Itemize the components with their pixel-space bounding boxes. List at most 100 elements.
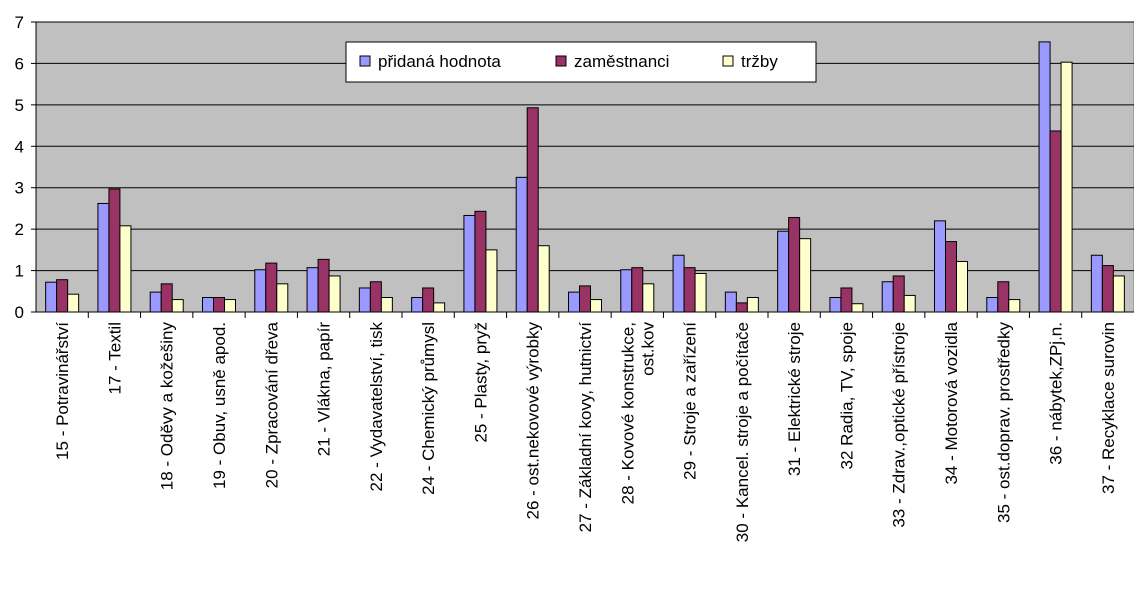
- bar-12-1: [683, 267, 696, 313]
- bar-15-0: [829, 297, 842, 313]
- x-tick-label: 24 - Chemický průmysl: [419, 322, 438, 495]
- bar-9-2: [537, 245, 550, 313]
- legend-swatch-2: [722, 55, 734, 67]
- x-tick-label: 25 - Plasty, pryž: [471, 322, 490, 443]
- bar-6-0: [358, 287, 371, 313]
- bar-17-2: [956, 260, 968, 313]
- x-tick-label: 34 - Motorová vozidla: [942, 321, 961, 484]
- bar-12-0: [672, 254, 685, 313]
- bar-20-1: [1101, 265, 1114, 313]
- bar-10-2: [590, 299, 602, 313]
- bar-15-1: [840, 287, 853, 313]
- x-tick-label: 32 Radia, TV, spoje: [837, 322, 856, 469]
- x-tick-label: 35 - ost.doprav. prostředky: [994, 322, 1013, 523]
- bar-19-0: [1038, 41, 1051, 313]
- bar-0-1: [56, 279, 69, 313]
- legend-swatch-1: [555, 55, 567, 67]
- x-tick-label: 36 - nábytek,ZPj.n.: [1047, 322, 1066, 465]
- x-tick-label: 27 - Základní kovy, hutnictví: [576, 322, 595, 533]
- bar-9-0: [515, 176, 528, 313]
- bar-5-1: [317, 258, 330, 313]
- bar-4-0: [254, 269, 267, 313]
- bar-11-0: [620, 269, 633, 313]
- y-tick-label: 1: [15, 262, 24, 281]
- bar-19-1: [1049, 130, 1062, 313]
- bar-20-2: [1112, 275, 1125, 313]
- bar-5-0: [306, 267, 319, 313]
- x-tick-label: 17 - Textil: [105, 322, 124, 394]
- bar-6-2: [380, 297, 393, 313]
- bar-7-0: [411, 297, 424, 313]
- bar-14-1: [788, 217, 801, 313]
- y-tick-label: 6: [15, 54, 24, 73]
- x-tick-label: 21 - Vlákna, papír: [315, 322, 334, 457]
- x-tick-label: 19 - Obuv, usně apod.: [210, 322, 229, 489]
- bar-4-2: [276, 283, 289, 313]
- bars: [45, 41, 1125, 313]
- x-tick-label: 31 - Elektrické stroje: [785, 322, 804, 476]
- bar-1-1: [108, 188, 121, 313]
- gridlines: [36, 21, 1134, 272]
- legend-swatch-0: [359, 55, 371, 67]
- legend: přidaná hodnota zaměstnanci tržby: [345, 41, 817, 83]
- bar-3-0: [202, 297, 214, 313]
- x-tick-label: 30 - Kancel. stroje a počítače: [733, 322, 752, 542]
- bar-7-2: [433, 302, 446, 313]
- bar-2-1: [160, 283, 173, 313]
- bar-0-2: [67, 293, 80, 313]
- bar-5-2: [328, 275, 341, 313]
- legend-label-1: zaměstnanci: [574, 52, 669, 71]
- y-tick-label: 7: [15, 13, 24, 32]
- legend-label-2: tržby: [741, 52, 778, 71]
- bar-8-0: [463, 214, 476, 313]
- bar-16-0: [881, 281, 894, 313]
- bar-1-0: [97, 202, 110, 313]
- bar-11-1: [631, 267, 644, 313]
- bar-20-0: [1090, 254, 1103, 313]
- bar-6-1: [369, 281, 382, 313]
- x-tick-label: 26 - ost.nekovové výrobky: [524, 322, 543, 520]
- bar-0-0: [45, 281, 58, 313]
- bar-4-1: [265, 262, 278, 313]
- x-tick-label: 37 - Recyklace surovin: [1099, 322, 1118, 494]
- bar-17-1: [945, 241, 957, 313]
- y-tick-label: 0: [15, 303, 24, 322]
- bar-7-1: [422, 287, 435, 313]
- bar-13-1: [735, 302, 748, 313]
- x-tick-label: 29 - Stroje a zařízení: [681, 322, 700, 480]
- bar-18-1: [997, 281, 1010, 313]
- bar-13-0: [724, 291, 737, 313]
- bar-8-1: [474, 210, 487, 313]
- y-tick-label: 2: [15, 220, 24, 239]
- x-tick-label: 22 - Vydavatelství, tisk: [367, 322, 386, 492]
- legend-box: [345, 41, 817, 83]
- bar-18-0: [986, 297, 999, 313]
- bar-14-0: [777, 230, 790, 313]
- bar-2-0: [149, 291, 162, 313]
- bar-2-2: [171, 299, 184, 313]
- x-tick-label: ost.kov: [638, 322, 657, 376]
- bar-10-1: [579, 285, 591, 313]
- x-tick-label: 15 - Potravinářství: [53, 322, 72, 460]
- x-tick-label: 28 - Kovové konstrukce,: [618, 322, 637, 504]
- bar-9-1: [526, 107, 539, 313]
- bar-14-2: [799, 238, 812, 313]
- x-axis-labels: 15 - Potravinářství 17 - Textil 18 - Oděvy…: [53, 312, 1118, 542]
- bar-17-0: [934, 220, 946, 313]
- x-tick-label: 20 - Zpracování dřeva: [262, 321, 281, 488]
- x-tick-label: 33 - Zdrav.,optické přístroje: [890, 322, 909, 528]
- bar-1-2: [119, 225, 132, 313]
- bar-16-2: [903, 294, 916, 313]
- x-tick-label: 18 - Oděvy a kožešiny: [158, 322, 177, 491]
- y-tick-label: 5: [15, 96, 24, 115]
- y-tick-label: 4: [15, 137, 24, 156]
- bar-8-2: [485, 249, 498, 313]
- bar-13-2: [746, 297, 759, 313]
- bar-15-2: [851, 303, 864, 313]
- y-tick-label: 3: [15, 179, 24, 198]
- bar-3-2: [224, 299, 236, 313]
- bar-3-1: [213, 297, 225, 313]
- bar-11-2: [642, 283, 655, 313]
- bar-18-2: [1008, 299, 1021, 313]
